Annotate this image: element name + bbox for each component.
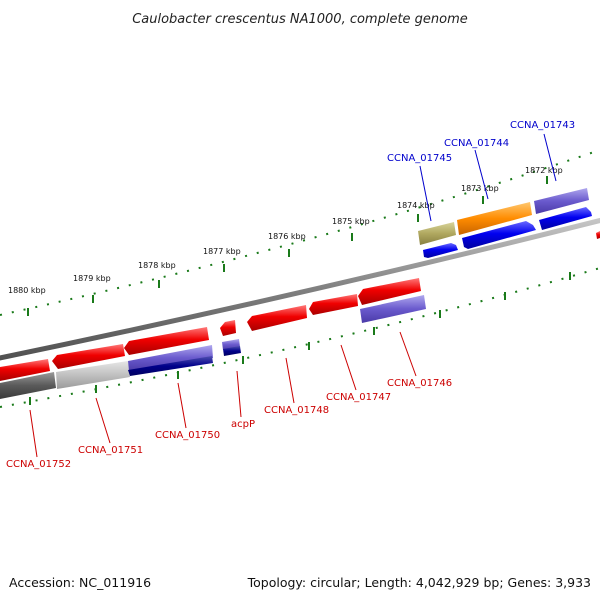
scale-labels: 1880 kbp 1879 kbp 1878 kbp 1877 kbp 1876… — [8, 166, 563, 295]
cds-feature[interactable] — [358, 278, 421, 305]
cds-feature[interactable] — [220, 320, 236, 336]
kbp-label: 1879 kbp — [73, 274, 111, 283]
annotation-track-inner — [0, 295, 426, 399]
kbp-label: 1872 kbp — [525, 166, 563, 175]
gene-label[interactable]: CCNA_01747 — [326, 392, 391, 403]
accession-text: Accession: NC_011916 — [9, 575, 151, 590]
cds-feature[interactable] — [0, 359, 50, 381]
annotation-block[interactable] — [128, 345, 213, 371]
annotation-block[interactable] — [418, 222, 456, 245]
gene-label[interactable]: CCNA_01743 — [510, 120, 575, 131]
cds-feature[interactable] — [309, 294, 358, 315]
gene-label[interactable]: CCNA_01744 — [444, 138, 509, 149]
kbp-label: 1875 kbp — [332, 217, 370, 226]
forward-gene-leaders — [419, 133, 557, 222]
kbp-label: 1874 kbp — [397, 201, 435, 210]
kbp-label: 1873 kbp — [461, 184, 499, 193]
genome-backbone — [0, 217, 600, 361]
reverse-gene-labels: CCNA_01752 CCNA_01751 CCNA_01750 acpP CC… — [6, 378, 452, 470]
gene-label[interactable]: CCNA_01748 — [264, 405, 329, 416]
reverse-cds-track — [0, 278, 421, 381]
gene-label[interactable]: CCNA_01746 — [387, 378, 452, 389]
cds-feature[interactable] — [423, 243, 458, 258]
gene-label[interactable]: acpP — [231, 419, 255, 430]
kbp-label: 1880 kbp — [8, 286, 46, 295]
forward-gene-labels: CCNA_01745 CCNA_01744 CCNA_01743 — [387, 120, 575, 164]
annotation-block[interactable] — [360, 295, 426, 323]
forward-cds-track — [423, 207, 592, 258]
annotation-block[interactable] — [457, 202, 532, 235]
annotation-block[interactable] — [56, 361, 130, 389]
gene-label[interactable]: CCNA_01752 — [6, 459, 71, 470]
gene-label[interactable]: CCNA_01750 — [155, 430, 220, 441]
gene-label[interactable]: CCNA_01751 — [78, 445, 143, 456]
cds-feature[interactable] — [462, 221, 536, 249]
genome-summary-text: Topology: circular; Length: 4,042,929 bp… — [247, 575, 591, 590]
reverse-gene-leaders — [29, 331, 417, 458]
cds-feature[interactable] — [247, 305, 307, 331]
annotation-track-outer — [418, 188, 589, 245]
annotation-block[interactable] — [128, 356, 213, 376]
gene-label[interactable]: CCNA_01745 — [387, 153, 452, 164]
annotation-block[interactable] — [0, 372, 56, 399]
cds-feature[interactable] — [52, 344, 125, 369]
cds-feature[interactable] — [539, 207, 592, 230]
cds-feature[interactable] — [596, 231, 600, 239]
kbp-label: 1876 kbp — [268, 232, 306, 241]
annotation-block[interactable] — [223, 346, 241, 356]
kbp-label: 1878 kbp — [138, 261, 176, 270]
kbp-label: 1877 kbp — [203, 247, 241, 256]
cds-feature[interactable] — [124, 327, 209, 355]
scale-ticks — [27, 176, 571, 405]
annotation-block[interactable] — [534, 188, 589, 214]
map-title: Caulobacter crescentus NA1000, complete … — [132, 12, 468, 27]
